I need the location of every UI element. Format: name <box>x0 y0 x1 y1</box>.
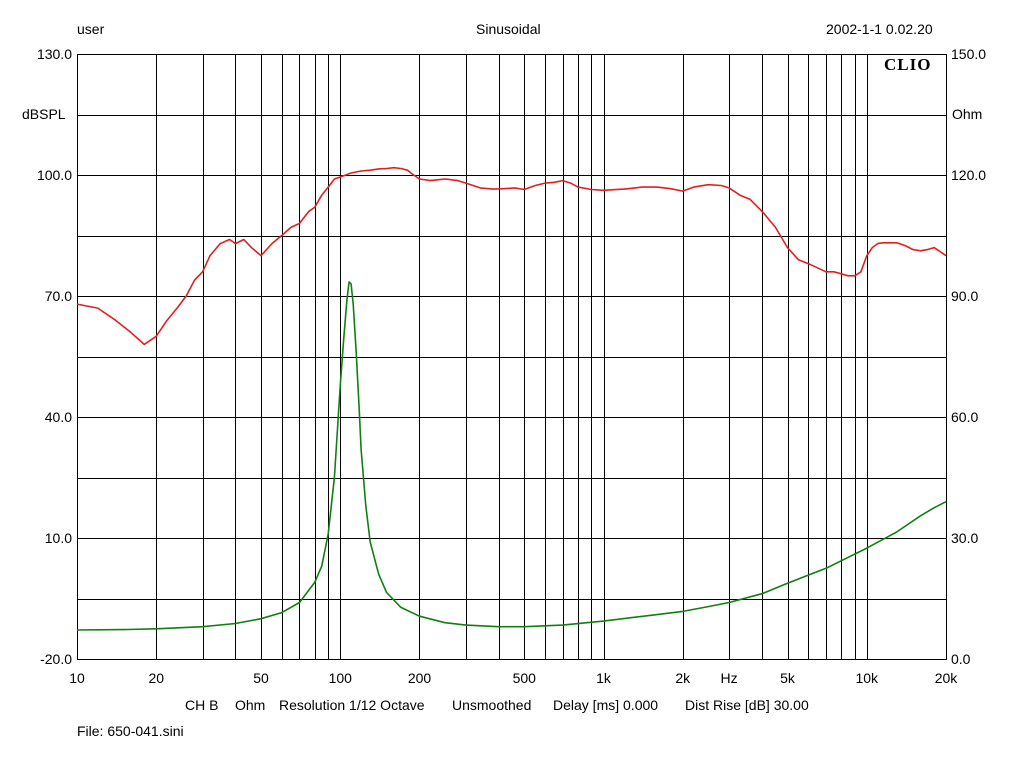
y-left-tick-label: 10.0 <box>45 530 72 546</box>
y-right-tick-label: 150.0 <box>951 46 986 62</box>
y-right-tick-label: 30.0 <box>951 530 978 546</box>
footer-resolution: Resolution 1/12 Octave <box>279 697 425 713</box>
footer-delay: Delay [ms] 0.000 <box>553 697 659 713</box>
footer-dist-rise: Dist Rise [dB] 30.00 <box>685 697 809 713</box>
x-tick-label: 2k <box>675 670 691 686</box>
header-datetime: 2002-1-1 0.02.20 <box>826 21 933 37</box>
left-axis-label: dBSPL <box>22 106 66 122</box>
y-left-tick-label: 70.0 <box>45 288 72 304</box>
y-right-tick-label: 120.0 <box>951 167 986 183</box>
footer-file: File: 650-041.sini <box>77 723 184 739</box>
footer-channel: CH B <box>185 697 219 713</box>
y-left-tick-label: 40.0 <box>45 409 72 425</box>
footer-unit: Ohm <box>235 697 266 713</box>
spl-curve <box>76 166 947 346</box>
y-left-tick-label: -20.0 <box>40 651 72 667</box>
grid <box>77 54 947 660</box>
right-axis-label: Ohm <box>952 106 983 122</box>
header-mode: Sinusoidal <box>476 21 541 37</box>
y-right-tick-label: 90.0 <box>951 288 978 304</box>
y-right-tick-label: 60.0 <box>951 409 978 425</box>
y-right-tick-label: 0.0 <box>951 651 971 667</box>
x-tick-label: 20k <box>935 670 959 686</box>
footer-smoothing: Unsmoothed <box>452 697 532 713</box>
x-tick-label: 5k <box>780 670 796 686</box>
x-tick-label: Hz <box>721 670 738 686</box>
x-tick-label: 500 <box>513 670 537 686</box>
header-user: user <box>77 21 105 37</box>
x-tick-label: 1k <box>596 670 612 686</box>
y-left-tick-label: 130.0 <box>37 46 72 62</box>
x-tick-label: 10 <box>69 670 85 686</box>
plot-frame <box>77 54 947 660</box>
x-tick-label: 100 <box>329 670 353 686</box>
clio-logo: CLIO <box>884 55 932 74</box>
y-left-tick-label: 100.0 <box>37 167 72 183</box>
x-tick-label: 10k <box>855 670 879 686</box>
x-tick-label: 20 <box>148 670 164 686</box>
x-tick-label: 50 <box>253 670 269 686</box>
x-tick-label: 200 <box>408 670 432 686</box>
impedance-curve <box>76 281 947 631</box>
